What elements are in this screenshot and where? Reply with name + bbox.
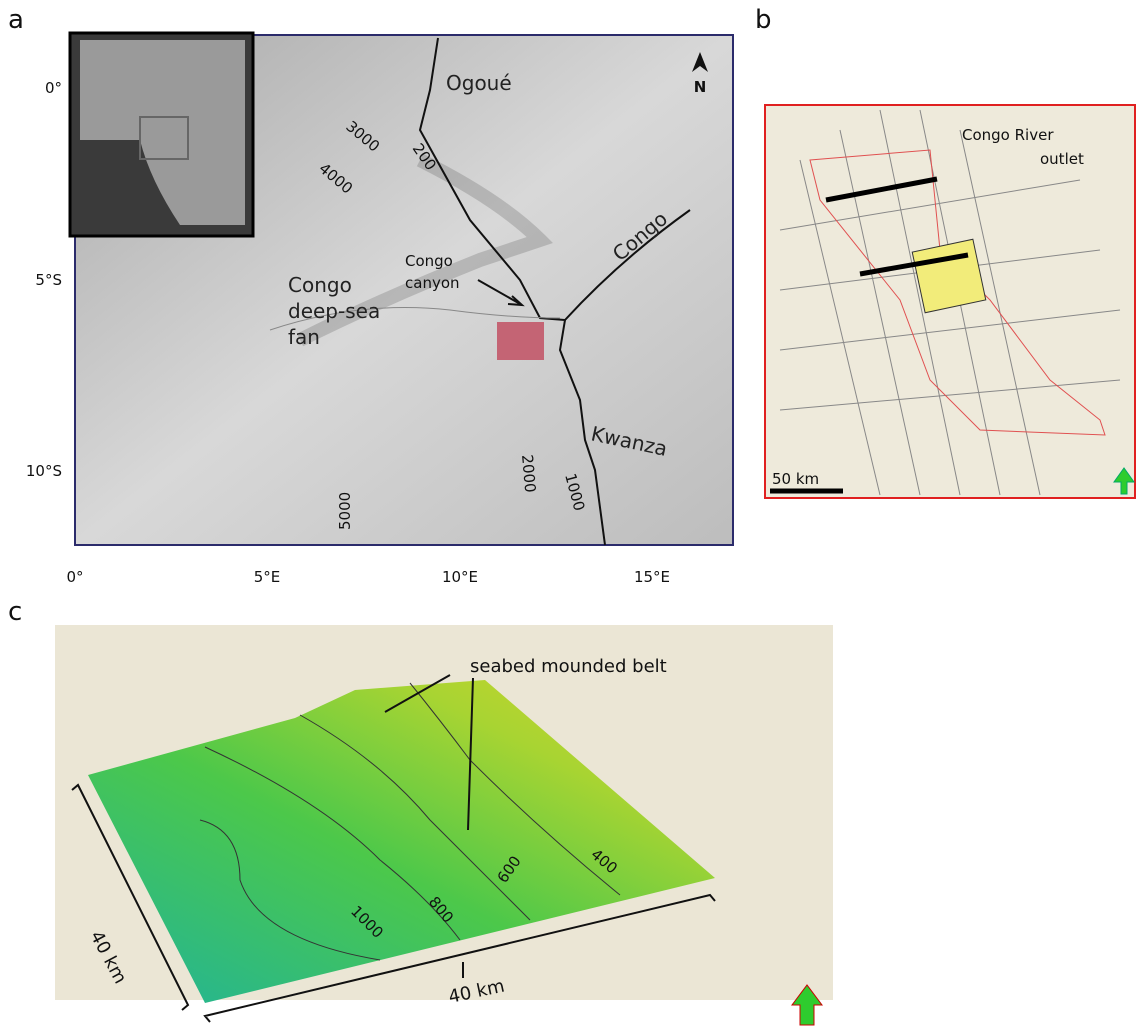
canyon-label: Congo [405,252,453,270]
fan-label: deep-sea [288,299,380,323]
lon-tick: 15°E [634,568,670,586]
panel-label: b [755,5,772,35]
contour-label: 2000 [518,454,539,494]
north-label: N [694,78,707,96]
lon-tick: 0° [66,568,83,586]
river-label: Ogoué [446,71,512,95]
annotation: seabed mounded belt [470,656,667,677]
lat-tick: 5°S [35,271,62,289]
lon-tick: 10°E [442,568,478,586]
lon-tick: 5°E [254,568,281,586]
fan-label: fan [288,325,320,349]
contour-label: 5000 [336,492,354,530]
study-box [912,239,986,313]
scale-label: 50 km [772,470,819,488]
outlet-label: outlet [1040,150,1084,168]
lat-tick: 10°S [26,462,62,480]
panel-label: a [8,5,24,35]
lat-tick: 0° [45,79,62,97]
study-area [497,322,544,360]
panel-label: c [8,597,22,627]
figure: a N 0° 5°S 10°S 0° 5°E 10°E 15°E Ogoué C… [0,0,1137,1031]
outlet-label: Congo River [962,126,1054,144]
fan-label: Congo [288,273,352,297]
page: a N 0° 5°S 10°S 0° 5°E 10°E 15°E Ogoué C… [0,0,1137,1031]
canyon-label: canyon [405,274,460,292]
